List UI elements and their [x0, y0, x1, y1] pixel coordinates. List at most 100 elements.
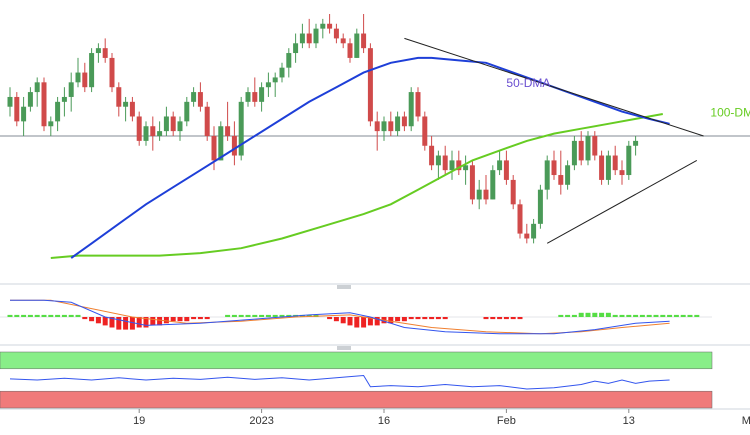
candle-body	[395, 116, 401, 132]
candle-body	[109, 57, 115, 88]
macd-hist-bar	[252, 314, 258, 317]
macd-hist-bar	[265, 314, 271, 317]
macd-hist-bar	[245, 314, 251, 317]
rsi-oversold-zone	[0, 390, 713, 409]
macd-hist-bar	[68, 314, 74, 317]
macd-hist-bar	[592, 312, 598, 317]
candle-body	[415, 92, 421, 117]
candle-body	[347, 43, 353, 58]
candle-body	[408, 92, 414, 127]
candle-body	[531, 223, 537, 239]
candle-body	[469, 165, 475, 200]
candle-body	[585, 136, 591, 161]
macd-panel-resize-handle[interactable]	[337, 285, 351, 289]
candle-body	[354, 33, 360, 58]
candle-body	[75, 72, 81, 83]
candle-body	[381, 121, 387, 132]
candle-body	[626, 145, 632, 176]
macd-hist-bar	[667, 314, 673, 317]
macd-hist-bar	[191, 317, 197, 320]
candle-body	[633, 140, 639, 146]
macd-hist-bar	[571, 314, 577, 317]
candle-body	[150, 126, 156, 136]
macd-hist-bar	[225, 314, 231, 317]
rsi-panel-resize-handle[interactable]	[337, 346, 351, 350]
candle-body	[191, 92, 197, 102]
candle-body	[14, 96, 20, 122]
macd-hist-bar	[333, 317, 339, 322]
candle-body	[163, 116, 169, 132]
candle-body	[619, 170, 625, 176]
macd-hist-bar	[82, 317, 88, 320]
candle-body	[490, 170, 496, 200]
macd-hist-bar	[558, 314, 564, 317]
macd-hist-bar	[170, 317, 176, 322]
macd-hist-bar	[680, 314, 686, 317]
candle-body	[41, 82, 47, 127]
candle-body	[136, 116, 142, 141]
candle-body	[551, 160, 557, 176]
candle-body	[422, 116, 428, 146]
candles	[7, 14, 639, 244]
macd-hist-bar	[123, 317, 129, 330]
candle-body	[129, 101, 135, 117]
macd-histogram	[7, 312, 700, 330]
x-tick-label: 19	[133, 415, 145, 427]
candle-body	[605, 155, 611, 180]
ma50-label: 50-DMA	[506, 76, 550, 90]
macd-hist-bar	[55, 314, 61, 317]
candle-body	[340, 38, 346, 44]
macd-hist-bar	[184, 317, 190, 322]
candle-body	[497, 160, 503, 171]
macd-hist-bar	[415, 317, 421, 320]
macd-hist-bar	[422, 317, 428, 320]
macd-hist-bar	[34, 314, 40, 317]
macd-hist-bar	[367, 317, 373, 326]
macd-hist-bar	[354, 317, 360, 328]
macd-hist-bar	[408, 317, 414, 320]
candle-body	[143, 126, 149, 141]
candle-body	[476, 189, 482, 200]
candle-body	[592, 136, 598, 156]
candle-body	[225, 126, 231, 136]
ma50-line	[70, 56, 670, 259]
macd-hist-bar	[306, 314, 312, 317]
candle-body	[333, 28, 339, 39]
candle-body	[565, 165, 571, 185]
macd-hist-bar	[102, 317, 108, 326]
macd-hist-bar	[238, 314, 244, 317]
candle-body	[612, 155, 618, 171]
macd-hist-bar	[272, 314, 278, 317]
macd-hist-bar	[259, 314, 265, 317]
candle-body	[245, 92, 251, 102]
macd-hist-bar	[374, 317, 380, 326]
macd-hist-bar	[599, 312, 605, 317]
macd-hist-bar	[286, 314, 292, 317]
x-tick-label: Feb	[497, 415, 516, 427]
candle-body	[537, 189, 543, 224]
candle-body	[503, 160, 509, 180]
candle-body	[320, 23, 326, 29]
candle-body	[27, 92, 33, 107]
macd-hist-bar	[27, 314, 33, 317]
macd-hist-bar	[429, 317, 435, 320]
macd-hist-bar	[204, 317, 210, 320]
x-tick-label: Mar	[742, 415, 750, 427]
macd-hist-bar	[694, 314, 700, 317]
candle-body	[68, 82, 74, 97]
macd-hist-bar	[442, 317, 448, 320]
candle-body	[510, 179, 516, 205]
macd-hist-bar	[327, 317, 333, 320]
macd-hist-bar	[41, 314, 47, 317]
candle-body	[184, 101, 190, 122]
candle-body	[442, 155, 448, 171]
macd-hist-bar	[279, 314, 285, 317]
candle-body	[252, 92, 258, 102]
macd-hist-bar	[21, 314, 27, 317]
macd-hist-bar	[347, 317, 353, 326]
macd-hist-bar	[660, 314, 666, 317]
macd-hist-bar	[150, 317, 156, 326]
macd-hist-bar	[395, 317, 401, 322]
macd-hist-bar	[177, 317, 183, 322]
macd-hist-bar	[483, 317, 489, 320]
